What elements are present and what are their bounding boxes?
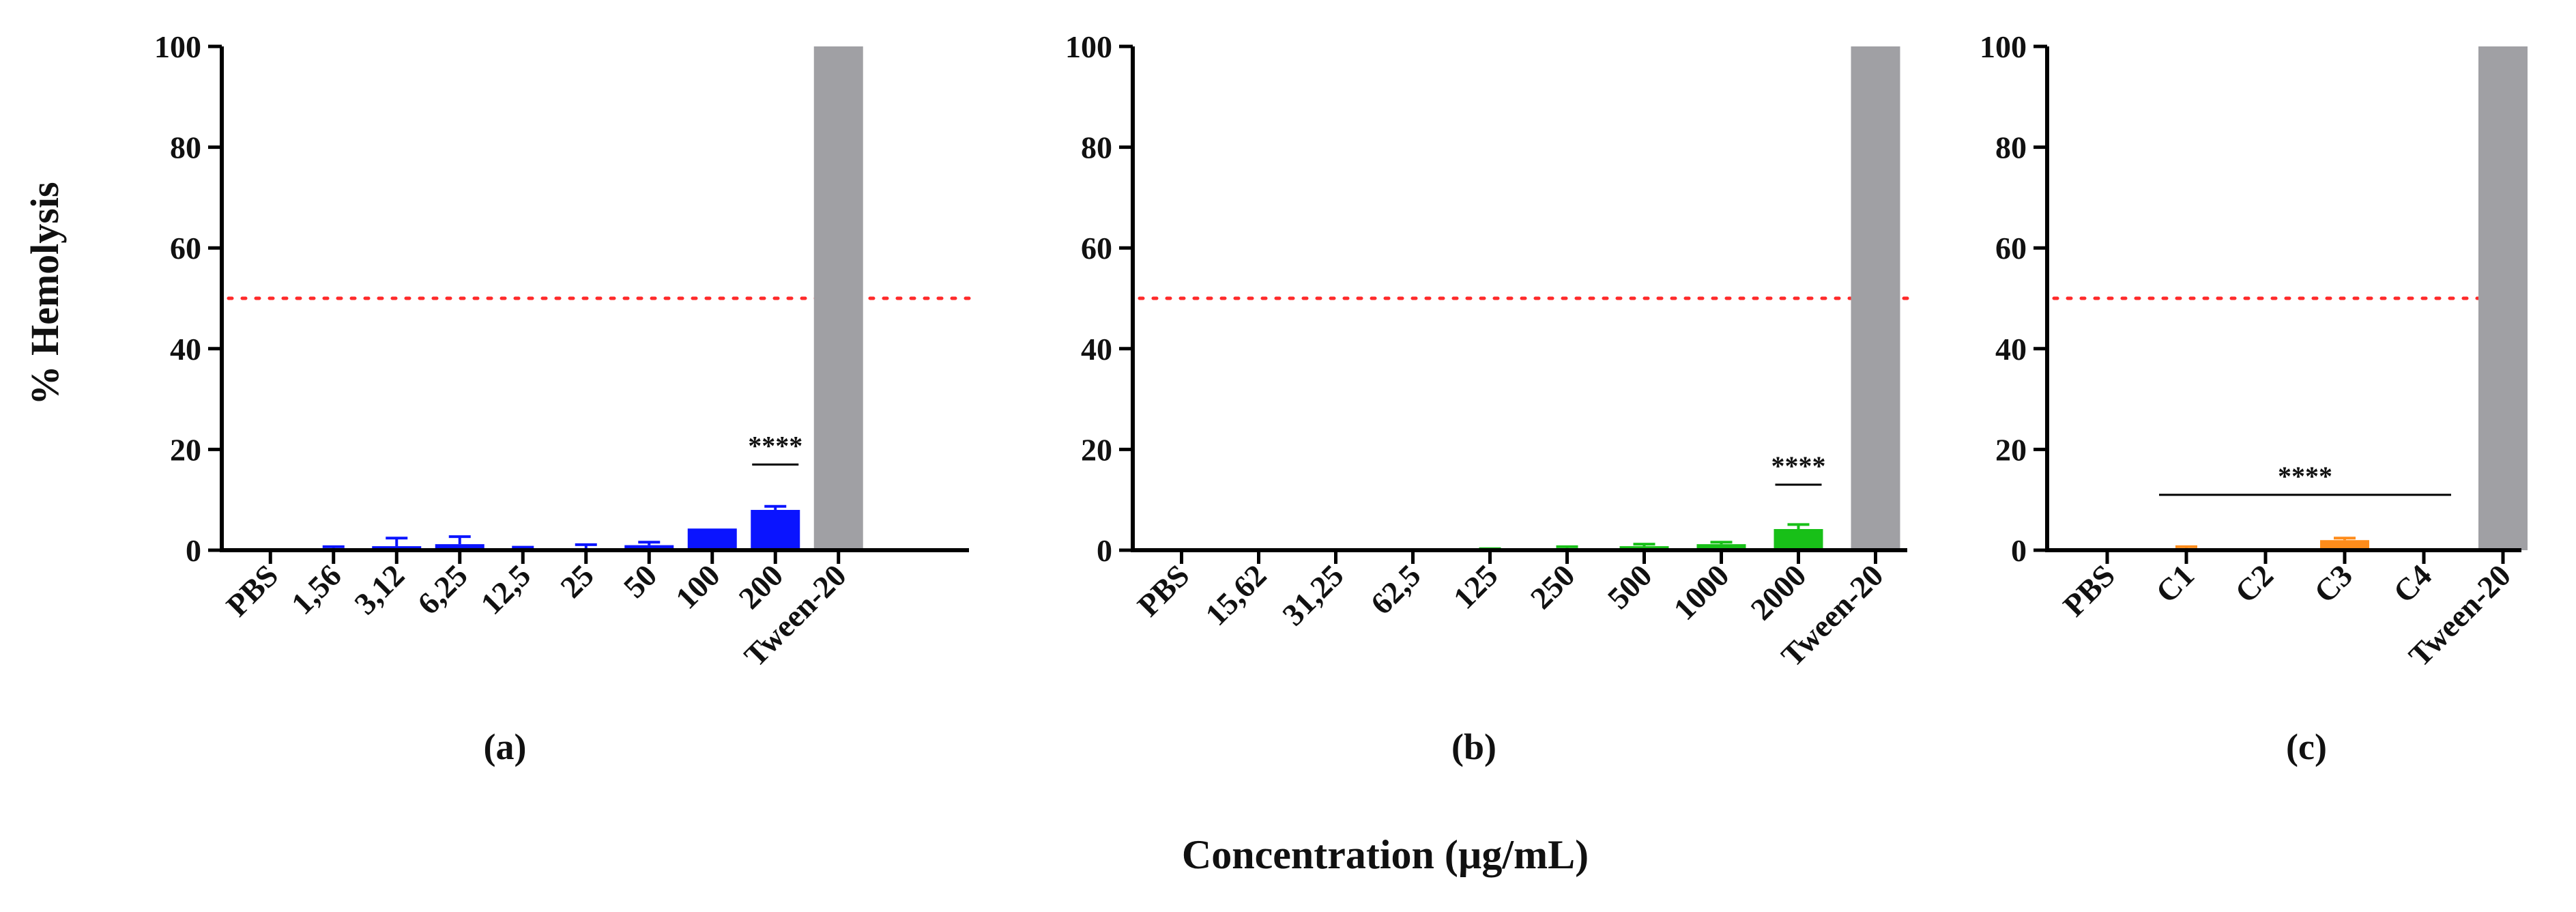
x-tick-label: PBS: [1131, 558, 1196, 623]
x-tick-label: PBS: [220, 558, 285, 623]
bar: [813, 46, 863, 550]
x-tick-label: 6,25: [411, 558, 474, 621]
x-tick-label: 3,12: [347, 558, 411, 621]
significance-label: ****: [748, 431, 802, 461]
significance-label: ****: [1771, 451, 1826, 481]
y-tick-label: 60: [1995, 231, 2027, 266]
x-tick-label: 125: [1447, 558, 1505, 616]
panel-label: (a): [484, 726, 527, 767]
y-tick-label: 60: [1081, 231, 1112, 266]
bar: [435, 544, 484, 550]
x-tick-label: C3: [2307, 558, 2359, 610]
x-tick-label: 100: [669, 558, 727, 616]
y-tick-label: 80: [1995, 130, 2027, 165]
y-tick-label: 40: [1995, 332, 2027, 367]
x-tick-label: 25: [553, 558, 600, 605]
x-tick-label: 250: [1524, 558, 1582, 616]
y-tick-label: 100: [1065, 29, 1112, 64]
x-tick-label: 50: [617, 558, 664, 605]
y-tick-label: 40: [170, 332, 201, 367]
y-tick-label: 20: [170, 432, 201, 467]
y-tick-label: 100: [154, 29, 201, 64]
bar: [751, 509, 800, 550]
y-tick-label: 0: [2011, 533, 2027, 568]
bar: [1696, 544, 1746, 550]
y-tick-label: 20: [1995, 432, 2027, 467]
y-tick-label: 0: [1097, 533, 1112, 568]
panel-label: (c): [2286, 726, 2327, 767]
y-tick-label: 80: [1081, 130, 1112, 165]
y-axis-label: % Hemolysis: [23, 182, 67, 405]
bar: [687, 528, 737, 550]
x-tick-label: 62,5: [1364, 558, 1428, 621]
panel-label: (b): [1451, 726, 1496, 767]
y-tick-label: 80: [170, 130, 201, 165]
x-tick-label: 1,56: [285, 558, 348, 621]
x-tick-label: 1000: [1666, 558, 1735, 627]
x-tick-label: 2000: [1743, 558, 1812, 627]
x-tick-label: 31,25: [1275, 558, 1350, 632]
y-tick-label: 0: [186, 533, 201, 568]
x-tick-label: PBS: [2056, 558, 2122, 623]
y-tick-label: 20: [1081, 432, 1112, 467]
x-tick-label: 12,5: [474, 558, 537, 621]
y-tick-label: 60: [170, 231, 201, 266]
x-tick-label: 500: [1601, 558, 1659, 616]
y-tick-label: 40: [1081, 332, 1112, 367]
y-tick-label: 100: [1980, 29, 2027, 64]
x-tick-label: C1: [2149, 558, 2201, 610]
bar: [2320, 540, 2369, 550]
x-tick-label: C4: [2386, 558, 2438, 610]
x-tick-label: C2: [2228, 558, 2280, 610]
x-axis-label: Concentration (µg/mL): [1182, 832, 1589, 877]
panel-b: 0 20 40 60 80 100 PBS 15,62 31,25 62,5 125 250 500 10…: [1065, 29, 1909, 767]
bar: [1851, 46, 1900, 550]
significance-label: ****: [2278, 461, 2332, 491]
bar: [1774, 529, 1823, 550]
bar: [2478, 46, 2528, 550]
x-tick-label: 15,62: [1198, 558, 1273, 632]
bar: [624, 545, 674, 550]
